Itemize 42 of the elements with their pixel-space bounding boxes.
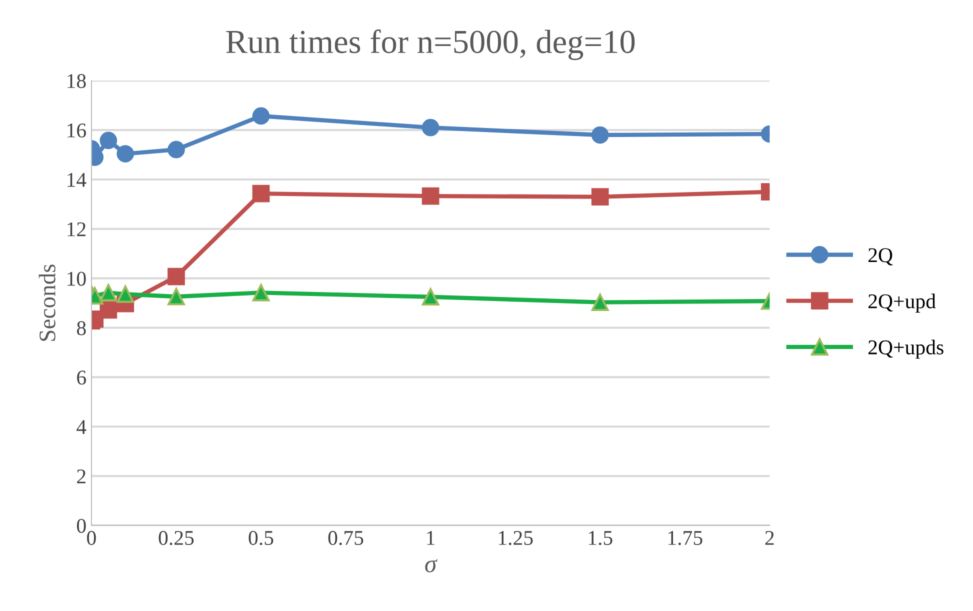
- y-axis-title: Seconds: [38, 264, 56, 341]
- chart-title: Run times for n=5000, deg=10: [226, 29, 635, 60]
- point: [116, 145, 134, 162]
- y-tick-label: 18: [68, 74, 86, 88]
- x-tick-label: 1: [427, 531, 435, 545]
- y-tick-label: 10: [68, 272, 86, 286]
- x-tick-label: 0.25: [158, 530, 194, 546]
- point: [252, 284, 270, 302]
- point: [168, 288, 185, 306]
- point: [252, 107, 270, 125]
- y-tick-label: 4: [76, 420, 86, 434]
- x-tick-label: 1.75: [668, 531, 702, 546]
- x-tick-label: 1.5: [588, 531, 612, 546]
- point: [422, 118, 440, 136]
- point: [591, 188, 609, 206]
- point: [422, 288, 440, 306]
- point: [422, 187, 440, 205]
- legend-label: 2Q+upds: [868, 340, 944, 359]
- point: [591, 294, 609, 311]
- point: [168, 140, 185, 158]
- point: [100, 301, 118, 319]
- x-tick-label: 0: [87, 530, 96, 545]
- y-tick-label: 0: [76, 518, 86, 533]
- legend-label: 2Q+upd: [868, 294, 936, 313]
- point: [591, 126, 609, 144]
- y-tick-label: 6: [77, 370, 86, 385]
- y-tick-label: 8: [76, 321, 86, 336]
- point: [168, 268, 185, 286]
- y-tick-label: 16: [68, 124, 86, 138]
- x-tick-label: 1.25: [498, 530, 533, 546]
- y-tick-label: 12: [68, 222, 86, 236]
- x-tick-label: 0.5: [248, 530, 274, 546]
- legend-label: 2Q: [868, 248, 893, 266]
- point: [100, 284, 118, 302]
- x-tick-label: 0.75: [328, 530, 364, 546]
- point: [100, 132, 118, 150]
- y-tick-label: 14: [68, 172, 86, 187]
- x-tick-label: 2: [765, 530, 774, 545]
- y-tick-label: 2: [77, 469, 86, 484]
- point: [252, 184, 270, 202]
- point: [116, 285, 134, 303]
- x-axis-title: σ: [425, 559, 438, 572]
